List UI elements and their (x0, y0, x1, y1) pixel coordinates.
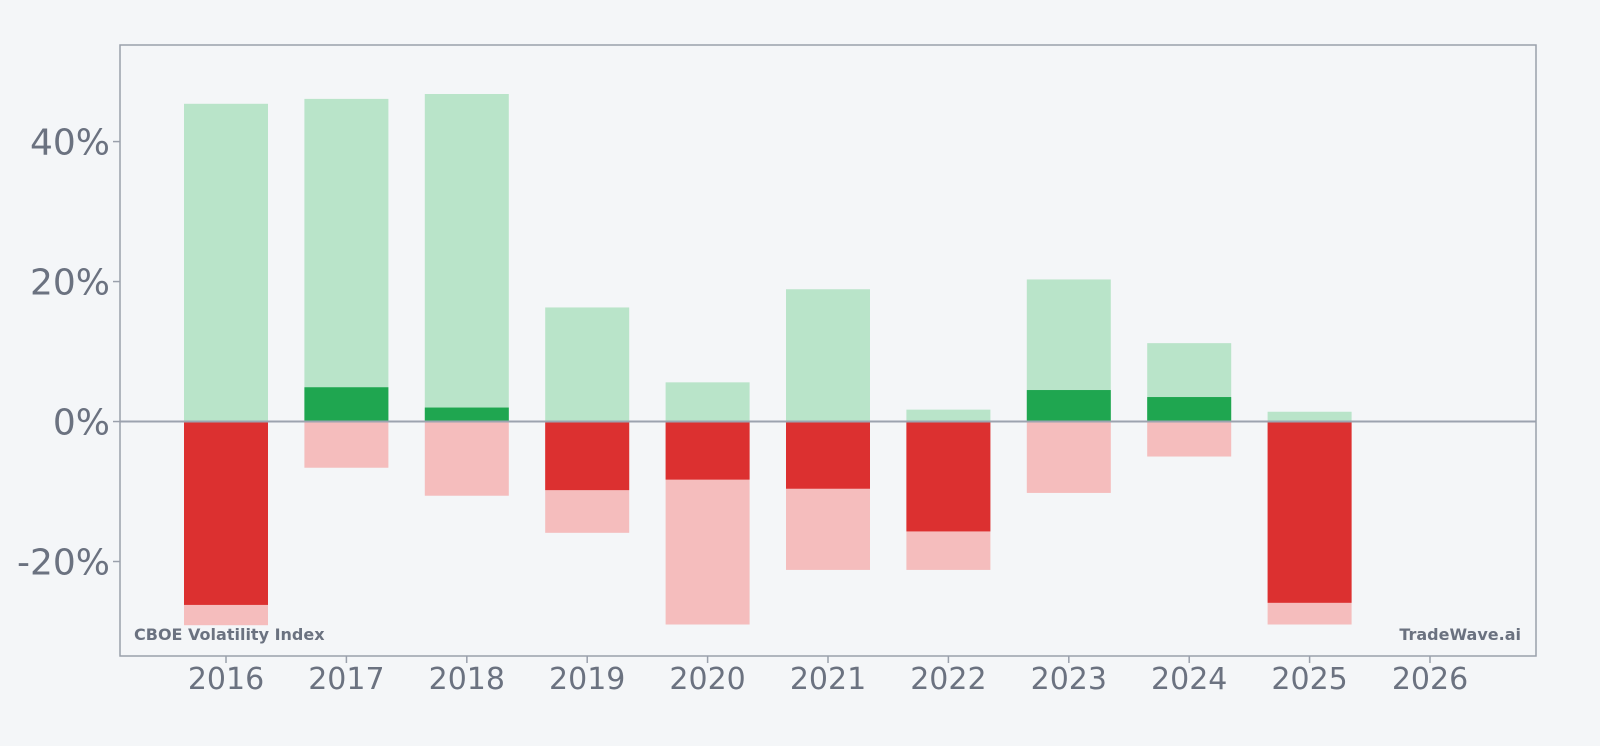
instrument-label: CBOE Volatility Index (134, 625, 325, 644)
x-tick-label-2021: 2021 (790, 662, 866, 697)
bar-range-high-2018 (424, 93, 509, 422)
x-tick-label-2020: 2020 (669, 662, 745, 697)
x-tick-label-2019: 2019 (549, 662, 625, 697)
y-tick-label: 40% (30, 123, 110, 164)
y-tick-label: 20% (30, 263, 110, 304)
x-tick-label-2026: 2026 (1392, 662, 1468, 697)
bar-range-high-2025 (1267, 411, 1352, 422)
y-tick-label: -20% (17, 543, 110, 584)
bar-range-high-2016 (184, 103, 268, 422)
bar-annual-return-2017 (304, 387, 389, 422)
x-tick-label-2018: 2018 (429, 662, 505, 697)
x-tick-label-2016: 2016 (188, 662, 264, 697)
bar-range-high-2021 (786, 289, 870, 422)
bar-annual-return-2018 (424, 407, 509, 422)
bar-range-high-2017 (304, 98, 389, 422)
brand-label: TradeWave.ai (1399, 625, 1521, 644)
bar-range-low-2024 (1147, 421, 1232, 457)
x-tick-label-2023: 2023 (1031, 662, 1107, 697)
x-tick-label-2025: 2025 (1271, 662, 1347, 697)
bar-annual-return-2025 (1267, 421, 1352, 603)
x-axis-ticks: 2016 2017 2018 2019 2020 2021 2022 2023 2024 2025… (188, 656, 1468, 697)
y-tick-label: 0% (53, 403, 110, 444)
bar-range-low-2018 (424, 421, 509, 496)
bar-annual-return-2020 (665, 421, 750, 480)
bar-annual-return-2016 (184, 421, 268, 605)
bar-range-high-2022 (906, 409, 991, 422)
bar-range-low-2017 (304, 421, 389, 468)
x-tick-label-2017: 2017 (308, 662, 384, 697)
bar-range-high-2019 (545, 307, 630, 422)
bar-annual-return-2019 (545, 421, 630, 491)
y-axis-ticks: -20% 0% 20% 40% (17, 123, 120, 584)
bar-range-high-2020 (665, 382, 750, 422)
bar-range-low-2023 (1026, 421, 1111, 493)
bar-annual-return-2021 (786, 421, 870, 489)
bar-annual-return-2022 (906, 421, 991, 532)
bar-annual-return-2024 (1147, 397, 1232, 422)
x-tick-label-2024: 2024 (1151, 662, 1227, 697)
bar-annual-return-2023 (1026, 390, 1111, 422)
bars-layer (184, 93, 1352, 626)
x-tick-label-2022: 2022 (910, 662, 986, 697)
